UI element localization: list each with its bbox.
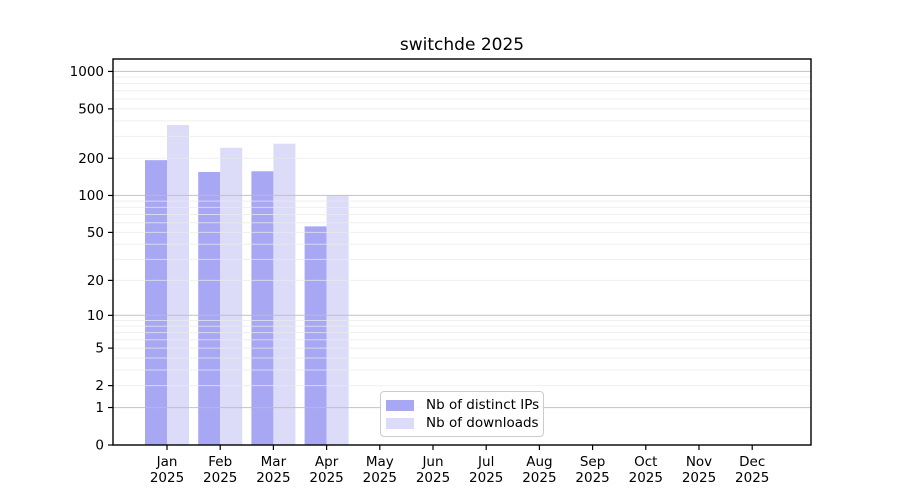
- x-tick-label-year: 2025: [150, 470, 184, 486]
- legend-label-downloads: Nb of downloads: [426, 415, 539, 431]
- x-tick-label-year: 2025: [203, 470, 237, 486]
- x-tick-label-month: Jul: [477, 454, 494, 470]
- y-tick-label: 1: [95, 400, 104, 416]
- bar-jan-distinct-ips: [145, 160, 167, 445]
- x-tick-label-month: Dec: [739, 454, 765, 470]
- bar-apr-distinct-ips: [304, 226, 327, 445]
- legend-label-distinct-ips: Nb of distinct IPs: [426, 397, 540, 413]
- bar-feb-distinct-ips: [198, 171, 221, 445]
- x-tick-label-year: 2025: [522, 470, 556, 486]
- chart-title: switchde 2025: [399, 35, 525, 55]
- x-tick-label-year: 2025: [416, 470, 450, 486]
- y-tick-label: 0: [95, 438, 104, 454]
- x-tick-label-month: Sep: [580, 454, 605, 470]
- legend-swatch-downloads: [386, 417, 414, 429]
- y-tick-label: 20: [87, 273, 104, 289]
- x-tick-label-month: Nov: [686, 454, 712, 470]
- x-tick-label-month: Oct: [634, 454, 657, 470]
- legend: Nb of distinct IPs Nb of downloads: [380, 391, 544, 437]
- x-tick-label-month: Jan: [156, 454, 178, 470]
- x-tick-label-year: 2025: [735, 470, 769, 486]
- x-tick-label-month: Feb: [208, 454, 232, 470]
- legend-item-downloads: Nb of downloads: [386, 415, 539, 431]
- y-tick-label: 5: [95, 341, 104, 357]
- x-tick-label-year: 2025: [629, 470, 663, 486]
- x-tick-label-year: 2025: [309, 470, 343, 486]
- x-tick-label-month: May: [366, 454, 394, 470]
- bar-jan-downloads: [167, 124, 189, 445]
- x-tick-label-month: Jun: [421, 454, 443, 470]
- y-tick-label: 10: [87, 308, 104, 324]
- y-tick-label: 500: [78, 101, 104, 117]
- bar-feb-downloads: [220, 147, 243, 446]
- x-tick-label-year: 2025: [363, 470, 397, 486]
- axes-spines: [112, 58, 812, 446]
- x-tick-label-year: 2025: [682, 470, 716, 486]
- x-tick-label-month: Aug: [526, 454, 552, 470]
- y-tick-label: 1000: [70, 64, 104, 80]
- x-tick-label-month: Mar: [261, 454, 287, 470]
- y-tick-label: 200: [78, 151, 104, 167]
- legend-swatch-distinct-ips: [386, 399, 414, 411]
- bar-mar-downloads: [273, 143, 296, 445]
- y-tick-label: 50: [87, 225, 104, 241]
- y-tick-label: 100: [78, 188, 104, 204]
- x-tick-label-year: 2025: [469, 470, 503, 486]
- legend-item-distinct-ips: Nb of distinct IPs: [386, 397, 540, 413]
- x-tick-label-year: 2025: [575, 470, 609, 486]
- x-tick-label-year: 2025: [256, 470, 290, 486]
- y-tick-label: 2: [95, 378, 104, 394]
- bar-mar-distinct-ips: [251, 171, 274, 445]
- x-tick-label-month: Apr: [315, 454, 339, 470]
